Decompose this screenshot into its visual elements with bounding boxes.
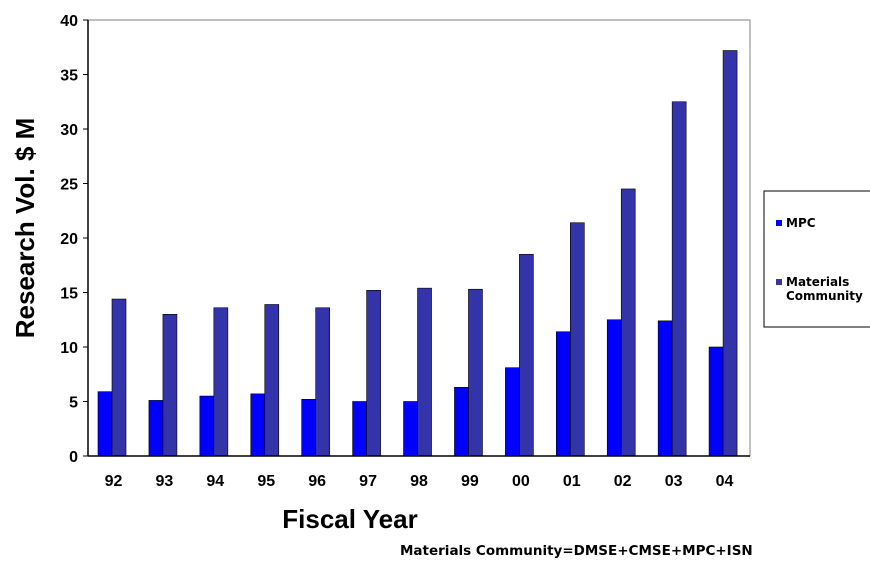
bar-materials-community-00: [519, 254, 534, 457]
bar-mpc-00: [505, 367, 520, 457]
x-tick-label-01: 01: [563, 473, 581, 490]
legend-label-materials-line2: Community: [786, 289, 863, 303]
x-tick-label-03: 03: [665, 473, 683, 490]
bar-mpc-92: [97, 391, 113, 457]
x-tick-label-99: 99: [461, 473, 479, 490]
y-ticks-group: 0 5 10 15 20 25 30 35 40: [60, 13, 88, 466]
legend-label-mpc: MPC: [786, 216, 816, 230]
y-tick-label-30: 30: [60, 122, 78, 139]
bar-materials-community-99: [468, 288, 483, 457]
bar-mpc-96: [301, 399, 316, 457]
y-tick-label-0: 0: [69, 449, 78, 466]
y-tick-label-10: 10: [60, 340, 78, 357]
bar-materials-community-98: [417, 287, 432, 457]
x-tick-label-02: 02: [614, 473, 632, 490]
y-tick-label-35: 35: [60, 68, 78, 85]
bar-materials-community-94: [213, 307, 229, 457]
x-tick-label-95: 95: [257, 473, 275, 490]
bar-materials-community-97: [366, 290, 381, 457]
bar-materials-community-92: [111, 298, 127, 457]
bar-mpc-99: [454, 387, 469, 457]
bar-mpc-93: [148, 400, 164, 457]
bar-mpc-03: [657, 320, 673, 457]
y-tick-label-15: 15: [60, 286, 78, 303]
bar-materials-community-03: [671, 101, 687, 457]
x-tick-label-04: 04: [716, 473, 734, 490]
y-axis-title: Research Vol. $ M: [10, 118, 40, 339]
y-tick-label-25: 25: [60, 177, 78, 194]
footnote: Materials Community=DMSE+CMSE+MPC+ISN: [400, 543, 753, 559]
bar-materials-community-04: [722, 50, 738, 457]
bar-mpc-01: [556, 331, 571, 457]
bar-mpc-04: [708, 346, 724, 457]
legend-label-materials-line1: Materials: [786, 275, 849, 289]
x-axis-title: Fiscal Year: [282, 504, 417, 534]
y-tick-label-20: 20: [60, 231, 78, 248]
x-tick-label-98: 98: [410, 473, 428, 490]
bars-group: [97, 50, 738, 457]
bar-mpc-98: [403, 401, 418, 457]
bar-materials-community-01: [570, 222, 585, 457]
x-tick-label-93: 93: [155, 473, 173, 490]
x-tick-label-92: 92: [105, 473, 123, 490]
legend-swatch-mpc: [776, 220, 782, 226]
legend-box: [763, 190, 870, 328]
bar-materials-community-93: [162, 313, 178, 457]
bar-mpc-95: [250, 393, 266, 457]
x-tick-label-94: 94: [206, 473, 224, 490]
x-ticks-group: 92 93 94 95 96 97 98 99 00 01 02 03 04: [105, 473, 734, 490]
x-tick-label-00: 00: [512, 473, 530, 490]
bar-mpc-02: [606, 319, 622, 457]
bar-materials-community-96: [315, 307, 330, 457]
legend-swatch-materials-community: [776, 279, 782, 285]
bar-mpc-94: [199, 395, 215, 457]
bar-mpc-97: [352, 401, 367, 457]
x-tick-label-96: 96: [308, 473, 326, 490]
bar-materials-community-95: [264, 304, 280, 457]
x-tick-label-97: 97: [359, 473, 377, 490]
bar-materials-community-02: [620, 188, 636, 457]
y-tick-label-5: 5: [69, 395, 78, 412]
y-tick-label-40: 40: [60, 13, 78, 30]
legend: MPC Materials Community: [763, 190, 870, 328]
